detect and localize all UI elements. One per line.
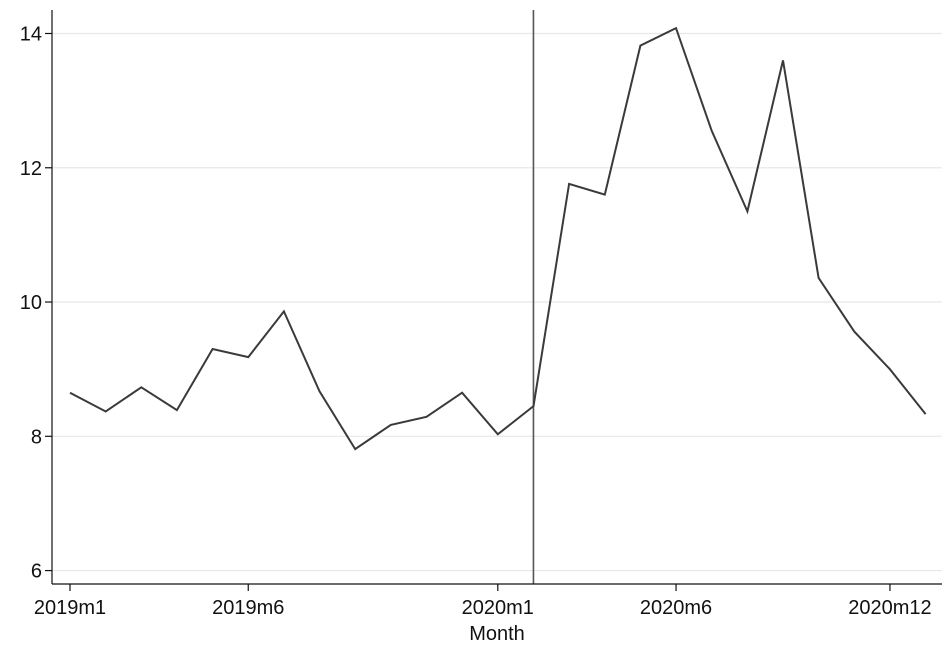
- grid-lines: [52, 32, 942, 572]
- ytick-label-12: 12: [20, 158, 42, 180]
- ytick-label-10: 10: [20, 292, 42, 314]
- series-line-1: [69, 26, 927, 451]
- xtick-label-2020m12: 2020m12: [848, 597, 931, 619]
- x-ticks: 2019m1 2019m6 2020m1 2020m6 2020m12: [34, 584, 932, 619]
- ytick-label-8: 8: [31, 426, 42, 448]
- y-ticks: 6 8 10 12 14: [20, 23, 52, 583]
- xtick-label-2019m1: 2019m1: [34, 597, 106, 619]
- axes: [51, 10, 942, 585]
- xtick-label-2019m6: 2019m6: [212, 597, 284, 619]
- series-group: [69, 26, 927, 451]
- x-axis-title: Month: [469, 623, 525, 645]
- ytick-label-14: 14: [20, 23, 42, 45]
- xtick-label-2020m1: 2020m1: [462, 597, 534, 619]
- ytick-label-6: 6: [31, 561, 42, 583]
- xtick-label-2020m6: 2020m6: [640, 597, 712, 619]
